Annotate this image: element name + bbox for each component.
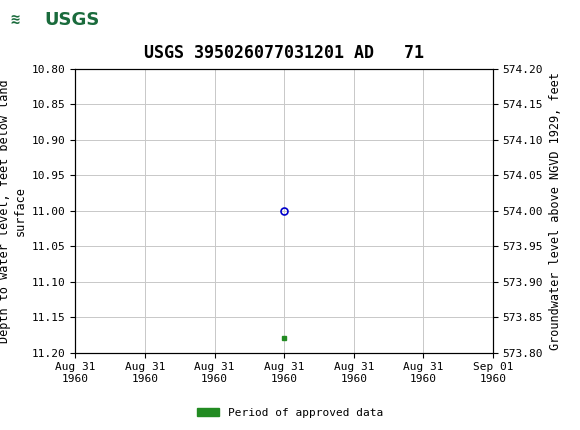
Legend: Period of approved data: Period of approved data [193, 403, 387, 422]
Y-axis label: Depth to water level, feet below land
surface: Depth to water level, feet below land su… [0, 79, 26, 343]
Y-axis label: Groundwater level above NGVD 1929, feet: Groundwater level above NGVD 1929, feet [549, 72, 562, 350]
Bar [3, 2, 113, 39]
Text: USGS: USGS [45, 11, 100, 29]
Text: ≋: ≋ [10, 12, 19, 27]
Title: USGS 395026077031201 AD   71: USGS 395026077031201 AD 71 [144, 44, 424, 61]
